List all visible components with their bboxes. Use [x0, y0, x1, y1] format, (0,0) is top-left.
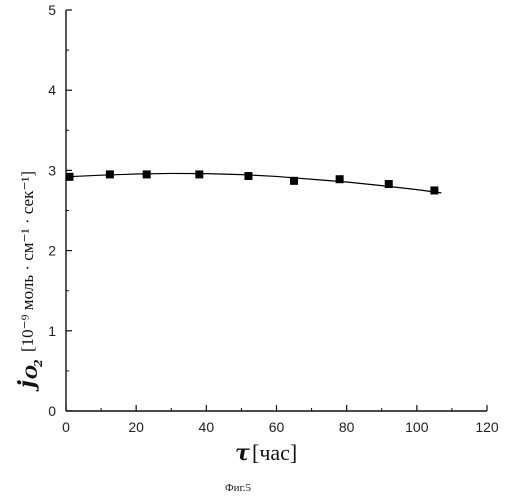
- x-axis-unit: [час]: [252, 440, 297, 465]
- x-tick-label: 40: [199, 419, 215, 435]
- y-axis-symbol: j: [14, 380, 40, 392]
- y-axis-unit: [10⁻⁹ моль · см⁻¹ · сек⁻¹]: [18, 171, 37, 352]
- y-tick-label: 5: [48, 2, 56, 18]
- data-point: [290, 177, 298, 185]
- x-tick-label: 120: [475, 419, 499, 435]
- y-axis-symbol-subsubscript: 2: [32, 359, 45, 368]
- x-tick-label: 60: [269, 419, 285, 435]
- data-point: [143, 170, 151, 178]
- data-point: [106, 170, 114, 178]
- y-tick-label: 3: [48, 162, 56, 178]
- data-point: [385, 180, 393, 188]
- data-point: [66, 173, 74, 181]
- data-point: [195, 170, 203, 178]
- data-point: [336, 175, 344, 183]
- y-tick-label: 2: [48, 243, 56, 259]
- figure-caption: Фиг.5: [225, 482, 252, 494]
- y-tick-label: 1: [48, 323, 56, 339]
- x-tick-label: 20: [128, 419, 144, 435]
- axes: 0 20 40 60 80 100 120 0 1 2 3 4 5: [48, 2, 499, 435]
- y-axis-label: j O 2 [10⁻⁹ моль · см⁻¹ · сек⁻¹]: [14, 171, 45, 392]
- x-axis-symbol: τ: [235, 440, 250, 466]
- axis-labels: τ [час] j O 2 [10⁻⁹ моль · см⁻¹ · сек⁻¹]…: [14, 171, 297, 494]
- x-tick-label: 80: [339, 419, 355, 435]
- data-point: [244, 172, 252, 180]
- data-point: [430, 186, 438, 194]
- x-tick-label: 0: [62, 419, 70, 435]
- y-tick-label: 4: [48, 82, 56, 98]
- y-tick-label: 0: [48, 403, 56, 419]
- x-tick-label: 100: [405, 419, 429, 435]
